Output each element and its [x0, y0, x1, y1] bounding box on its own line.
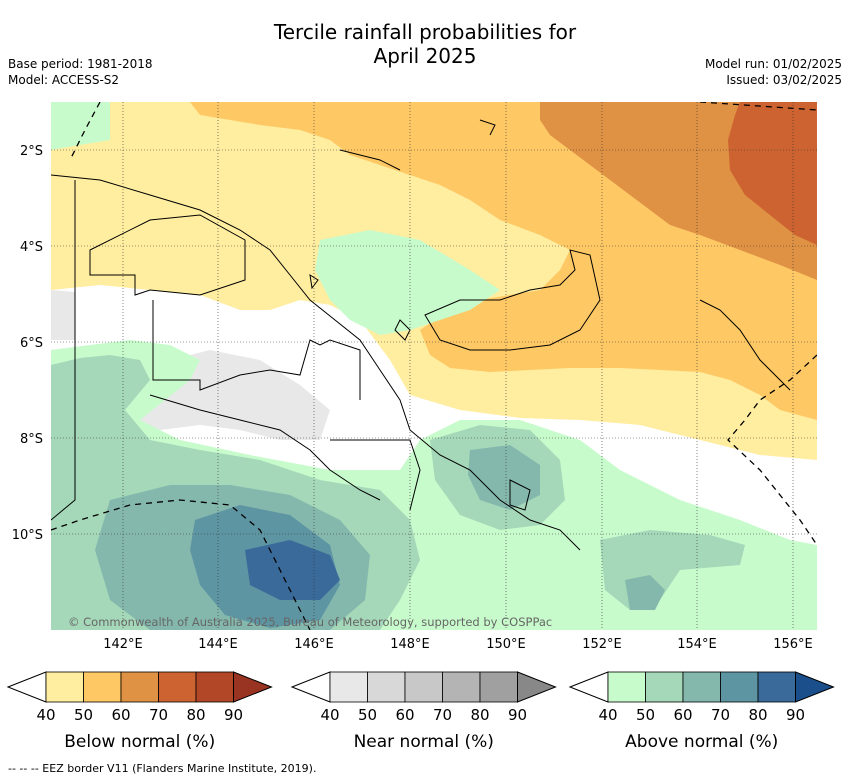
- above-80-region: [245, 540, 340, 600]
- lon-labels: 142°E 144°E 146°E 148°E 150°E 152°E 154°…: [103, 637, 813, 652]
- colorbar-tick-label: 70: [711, 706, 730, 724]
- borders: [89, 214, 421, 511]
- colorbar-tick-label: 50: [74, 706, 93, 724]
- colorbar-tick-label: 40: [36, 706, 55, 724]
- lon-label: 148°E: [390, 637, 430, 652]
- colorbar-segment: [120, 671, 159, 703]
- probability-fields: [51, 102, 817, 630]
- colorbar-low-extend: [6, 671, 47, 703]
- colorbar-tick-label: 90: [224, 706, 243, 724]
- colorbar-tick-label: 80: [470, 706, 489, 724]
- colorbar-segment: [607, 671, 646, 703]
- colorbar-segment: [195, 671, 234, 703]
- eez-footer-note: -- -- -- EEZ border V11 (Flanders Marine…: [8, 762, 317, 775]
- colorbar-segment: [83, 671, 122, 703]
- colorbar-high-extend: [517, 671, 557, 703]
- near-40-region-west: [51, 290, 75, 340]
- colorbar-tick-label: 50: [636, 706, 655, 724]
- colorbar-segment: [158, 671, 197, 703]
- lon-label: 154°E: [677, 637, 717, 652]
- colorbar-low-extend: [290, 671, 331, 703]
- colorbar-low-extend: [568, 671, 609, 703]
- lat-label: 2°S: [20, 144, 43, 159]
- meta-left: Base period: 1981-2018 Model: ACCESS-S2: [8, 56, 153, 88]
- colorbar-below: 40 50 60 70 80 90 Below normal (%): [6, 671, 273, 752]
- colorbar-segment: [404, 671, 443, 703]
- model-name: Model: ACCESS-S2: [8, 73, 120, 87]
- colorbar-label: Above normal (%): [625, 732, 778, 752]
- colorbar-high-extend: [233, 671, 273, 703]
- eez-borders: [51, 102, 817, 630]
- colorbar-high-extend: [795, 671, 835, 703]
- colorbar-tick-label: 40: [598, 706, 617, 724]
- lon-label: 142°E: [103, 637, 143, 652]
- lon-label: 150°E: [486, 637, 526, 652]
- colorbar-tick-label: 80: [748, 706, 767, 724]
- model-run: Model run: 01/02/2025: [704, 57, 842, 71]
- colorbar-tick-label: 80: [186, 706, 205, 724]
- colorbar-segment: [720, 671, 759, 703]
- title-line-2: April 2025: [373, 44, 477, 68]
- colorbar-segment: [645, 671, 684, 703]
- colorbar-tick-label: 70: [433, 706, 452, 724]
- lat-labels: 2°S 4°S 6°S 8°S 10°S: [12, 144, 43, 543]
- colorbar-tick-label: 50: [358, 706, 377, 724]
- lat-label: 4°S: [20, 240, 43, 255]
- base-period: Base period: 1981-2018: [8, 57, 153, 71]
- colorbar-label: Near normal (%): [354, 732, 494, 752]
- issued-date: Issued: 03/02/2025: [726, 73, 842, 87]
- graticule: [51, 102, 817, 630]
- lat-label: 10°S: [12, 528, 43, 543]
- lon-label: 152°E: [582, 637, 622, 652]
- colorbar-tick-label: 70: [149, 706, 168, 724]
- lon-label: 144°E: [198, 637, 238, 652]
- colorbar-segment: [367, 671, 406, 703]
- colorbar-tick-label: 60: [673, 706, 692, 724]
- lat-label: 8°S: [20, 432, 43, 447]
- colorbar-above: 40 50 60 70 80 90 Above normal (%): [568, 671, 835, 752]
- above-40-region-north: [51, 102, 110, 150]
- colorbar-tick-label: 90: [508, 706, 527, 724]
- map-title: Tercile rainfall probabilities for April…: [0, 20, 850, 68]
- above-60-region-southeast: [625, 575, 665, 610]
- meta-right: Model run: 01/02/2025 Issued: 03/02/2025: [705, 56, 842, 88]
- colorbar-near: 40 50 60 70 80 90 Near normal (%): [290, 671, 557, 752]
- lat-label: 6°S: [20, 336, 43, 351]
- above-60-region-east: [468, 445, 540, 510]
- colorbar-tick-label: 60: [111, 706, 130, 724]
- colorbar-tick-label: 40: [320, 706, 339, 724]
- colorbar-segment: [329, 671, 368, 703]
- title-line-1: Tercile rainfall probabilities for: [273, 20, 577, 44]
- colorbar-segment: [442, 671, 481, 703]
- copyright-note: © Commonwealth of Australia 2025, Bureau…: [68, 615, 552, 629]
- coastlines: [51, 119, 791, 551]
- above-40-region-central: [315, 230, 500, 335]
- lon-label: 156°E: [773, 637, 813, 652]
- colorbar-segment: [45, 671, 84, 703]
- colorbar-segment: [682, 671, 721, 703]
- colorbar-segment: [757, 671, 796, 703]
- colorbar-segment: [479, 671, 518, 703]
- colorbar-label: Below normal (%): [64, 732, 215, 752]
- below-70-region: [728, 102, 817, 245]
- colorbar-tick-label: 90: [786, 706, 805, 724]
- lon-label: 146°E: [294, 637, 334, 652]
- colorbar-tick-label: 60: [395, 706, 414, 724]
